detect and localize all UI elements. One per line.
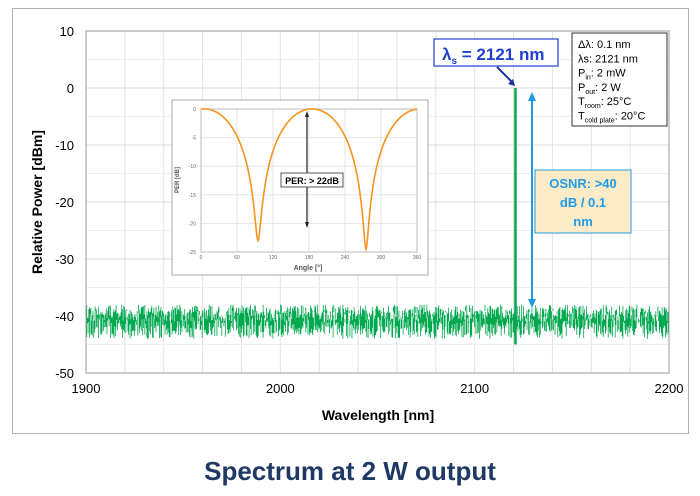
per-arrow-head-bottom [305,222,309,228]
y-tick-label: -30 [55,252,74,267]
inset-x-tick-label: 120 [269,255,278,261]
x-tick-label: 1900 [72,381,101,396]
inset-y-tick-label: -5 [192,136,197,142]
osnr-annotation: OSNR: >40 dB / 0.1 nm [528,92,632,308]
peak-label: λs = 2121 nm [433,38,559,86]
x-tick-label: 2100 [460,381,489,396]
inset-y-tick-label: -25 [189,250,196,256]
y-tick-label: -20 [55,195,74,210]
inset-y-label: PER [dB] [175,167,181,193]
parameter-line: Δλ: 0.1 nm [578,39,631,51]
inset-x-tick-label: 180 [305,255,314,261]
inset-x-tick-label: 60 [234,255,240,261]
parameter-line: Tcold plate: 20°C [578,111,645,125]
inset-x-tick-label: 360 [413,255,422,261]
figure-caption: Spectrum at 2 W output [204,456,496,486]
inset-y-tick-label: -15 [189,193,196,199]
x-tick-label: 2200 [655,381,684,396]
parameter-line: Pout: 2 W [578,82,621,96]
plot-border [85,30,670,374]
svg-text:OSNR: >40: OSNR: >40 [549,176,617,191]
svg-text:λs = 2121 nm: λs = 2121 nm [442,45,544,67]
y-tick-label: -10 [55,138,74,153]
inset-x-tick-label: 300 [377,255,386,261]
parameter-line: Pin: 2 mW [578,68,626,82]
inset-x-tick-label: 240 [341,255,350,261]
x-tick-label: 2000 [266,381,295,396]
x-axis-label: Wavelength [nm] [322,407,434,423]
parameter-line: λs: 2121 nm [578,53,638,65]
per-inset-chart: 0 60 120 180 240 300 360 0 -5 -10 -15 -20 -25 Angle … [171,99,429,276]
inset-y-tick-label: -20 [189,221,196,227]
inset-x-tick-label: 0 [200,255,203,261]
y-tick-label: 0 [67,81,74,96]
inset-x-label: Angle [°] [294,264,323,272]
svg-text:dB / 0.1: dB / 0.1 [560,195,606,210]
y-tick-label: 10 [60,24,74,39]
y-tick-label: -50 [55,366,74,381]
per-annotation: PER: > 22dB [285,176,339,186]
svg-text:nm: nm [573,214,593,229]
figure-frame [12,8,689,434]
y-axis-label: Relative Power [dBm] [29,130,45,274]
per-curve [200,108,418,252]
inset-y-tick-label: 0 [193,107,196,113]
parameter-line: Troom: 25°C [578,96,631,110]
inset-y-tick-label: -10 [189,164,196,170]
per-arrow-head-top [305,111,309,117]
y-tick-label: -40 [55,309,74,324]
